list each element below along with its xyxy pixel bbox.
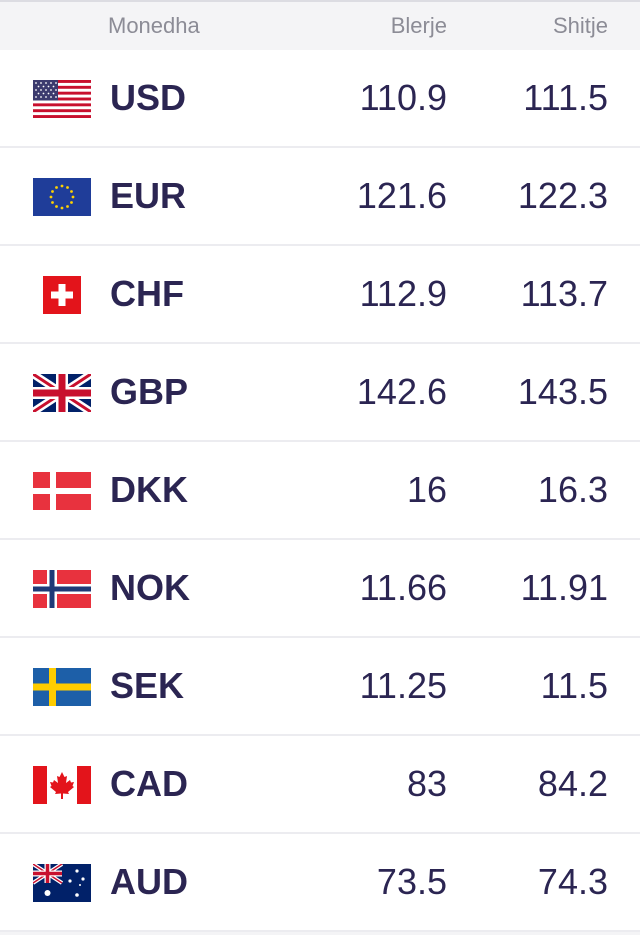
buy-rate: 121.6 — [356, 175, 447, 216]
table-header: Monedha Blerje Shitje — [0, 0, 640, 50]
sell-rate: 84.2 — [537, 763, 608, 804]
currency-code: EUR — [110, 175, 187, 216]
column-header-sell: Shitje — [552, 13, 608, 38]
buy-rate: 73.5 — [376, 861, 447, 902]
table-row-usd: USD 110.9 111.5 — [0, 50, 640, 148]
buy-rate: 16 — [406, 469, 447, 510]
table-row-eur: EUR 121.6 122.3 — [0, 148, 640, 246]
table-row-gbp: GBP 142.6 143.5 — [0, 344, 640, 442]
au-flag-icon — [33, 864, 91, 902]
currency-code: AUD — [110, 861, 188, 902]
no-flag-icon — [33, 570, 91, 608]
currency-code: USD — [110, 77, 187, 118]
table-row-chf: CHF 112.9 113.7 — [0, 246, 640, 344]
table-row-nok: NOK 11.66 11.91 — [0, 540, 640, 638]
sell-rate: 111.5 — [523, 77, 608, 118]
sell-rate: 113.7 — [520, 273, 608, 314]
buy-rate: 142.6 — [356, 371, 447, 412]
buy-rate: 83 — [406, 763, 447, 804]
currency-code: NOK — [110, 567, 190, 608]
table-row-sek: SEK 11.25 11.5 — [0, 638, 640, 736]
buy-rate: 112.9 — [359, 273, 447, 314]
eu-flag-icon — [33, 178, 91, 216]
currency-code: CHF — [110, 273, 184, 314]
buy-rate: 11.66 — [359, 567, 447, 608]
currency-code: GBP — [110, 371, 189, 412]
sell-rate: 16.3 — [537, 469, 608, 510]
buy-rate: 11.25 — [359, 665, 447, 706]
gb-flag-icon — [33, 374, 91, 412]
currency-code: CAD — [110, 763, 188, 804]
ch-flag-icon — [33, 276, 91, 314]
sell-rate: 74.3 — [537, 861, 608, 902]
column-header-currency: Monedha — [108, 13, 200, 38]
sell-rate: 11.91 — [520, 567, 608, 608]
buy-rate: 110.9 — [359, 77, 447, 118]
us-flag-icon — [33, 80, 91, 118]
sell-rate: 122.3 — [517, 175, 608, 216]
table-row-cad: CAD 83 84.2 — [0, 736, 640, 834]
ca-flag-icon — [33, 766, 91, 804]
dk-flag-icon — [33, 472, 91, 510]
se-flag-icon — [33, 668, 91, 706]
sell-rate: 143.5 — [517, 371, 608, 412]
table-row-dkk: DKK 16 16.3 — [0, 442, 640, 540]
sell-rate: 11.5 — [540, 665, 608, 706]
table-row-aud: AUD 73.5 74.3 — [0, 834, 640, 932]
currency-code: DKK — [110, 469, 188, 510]
column-header-buy: Blerje — [390, 13, 447, 38]
currency-code: SEK — [110, 665, 185, 706]
